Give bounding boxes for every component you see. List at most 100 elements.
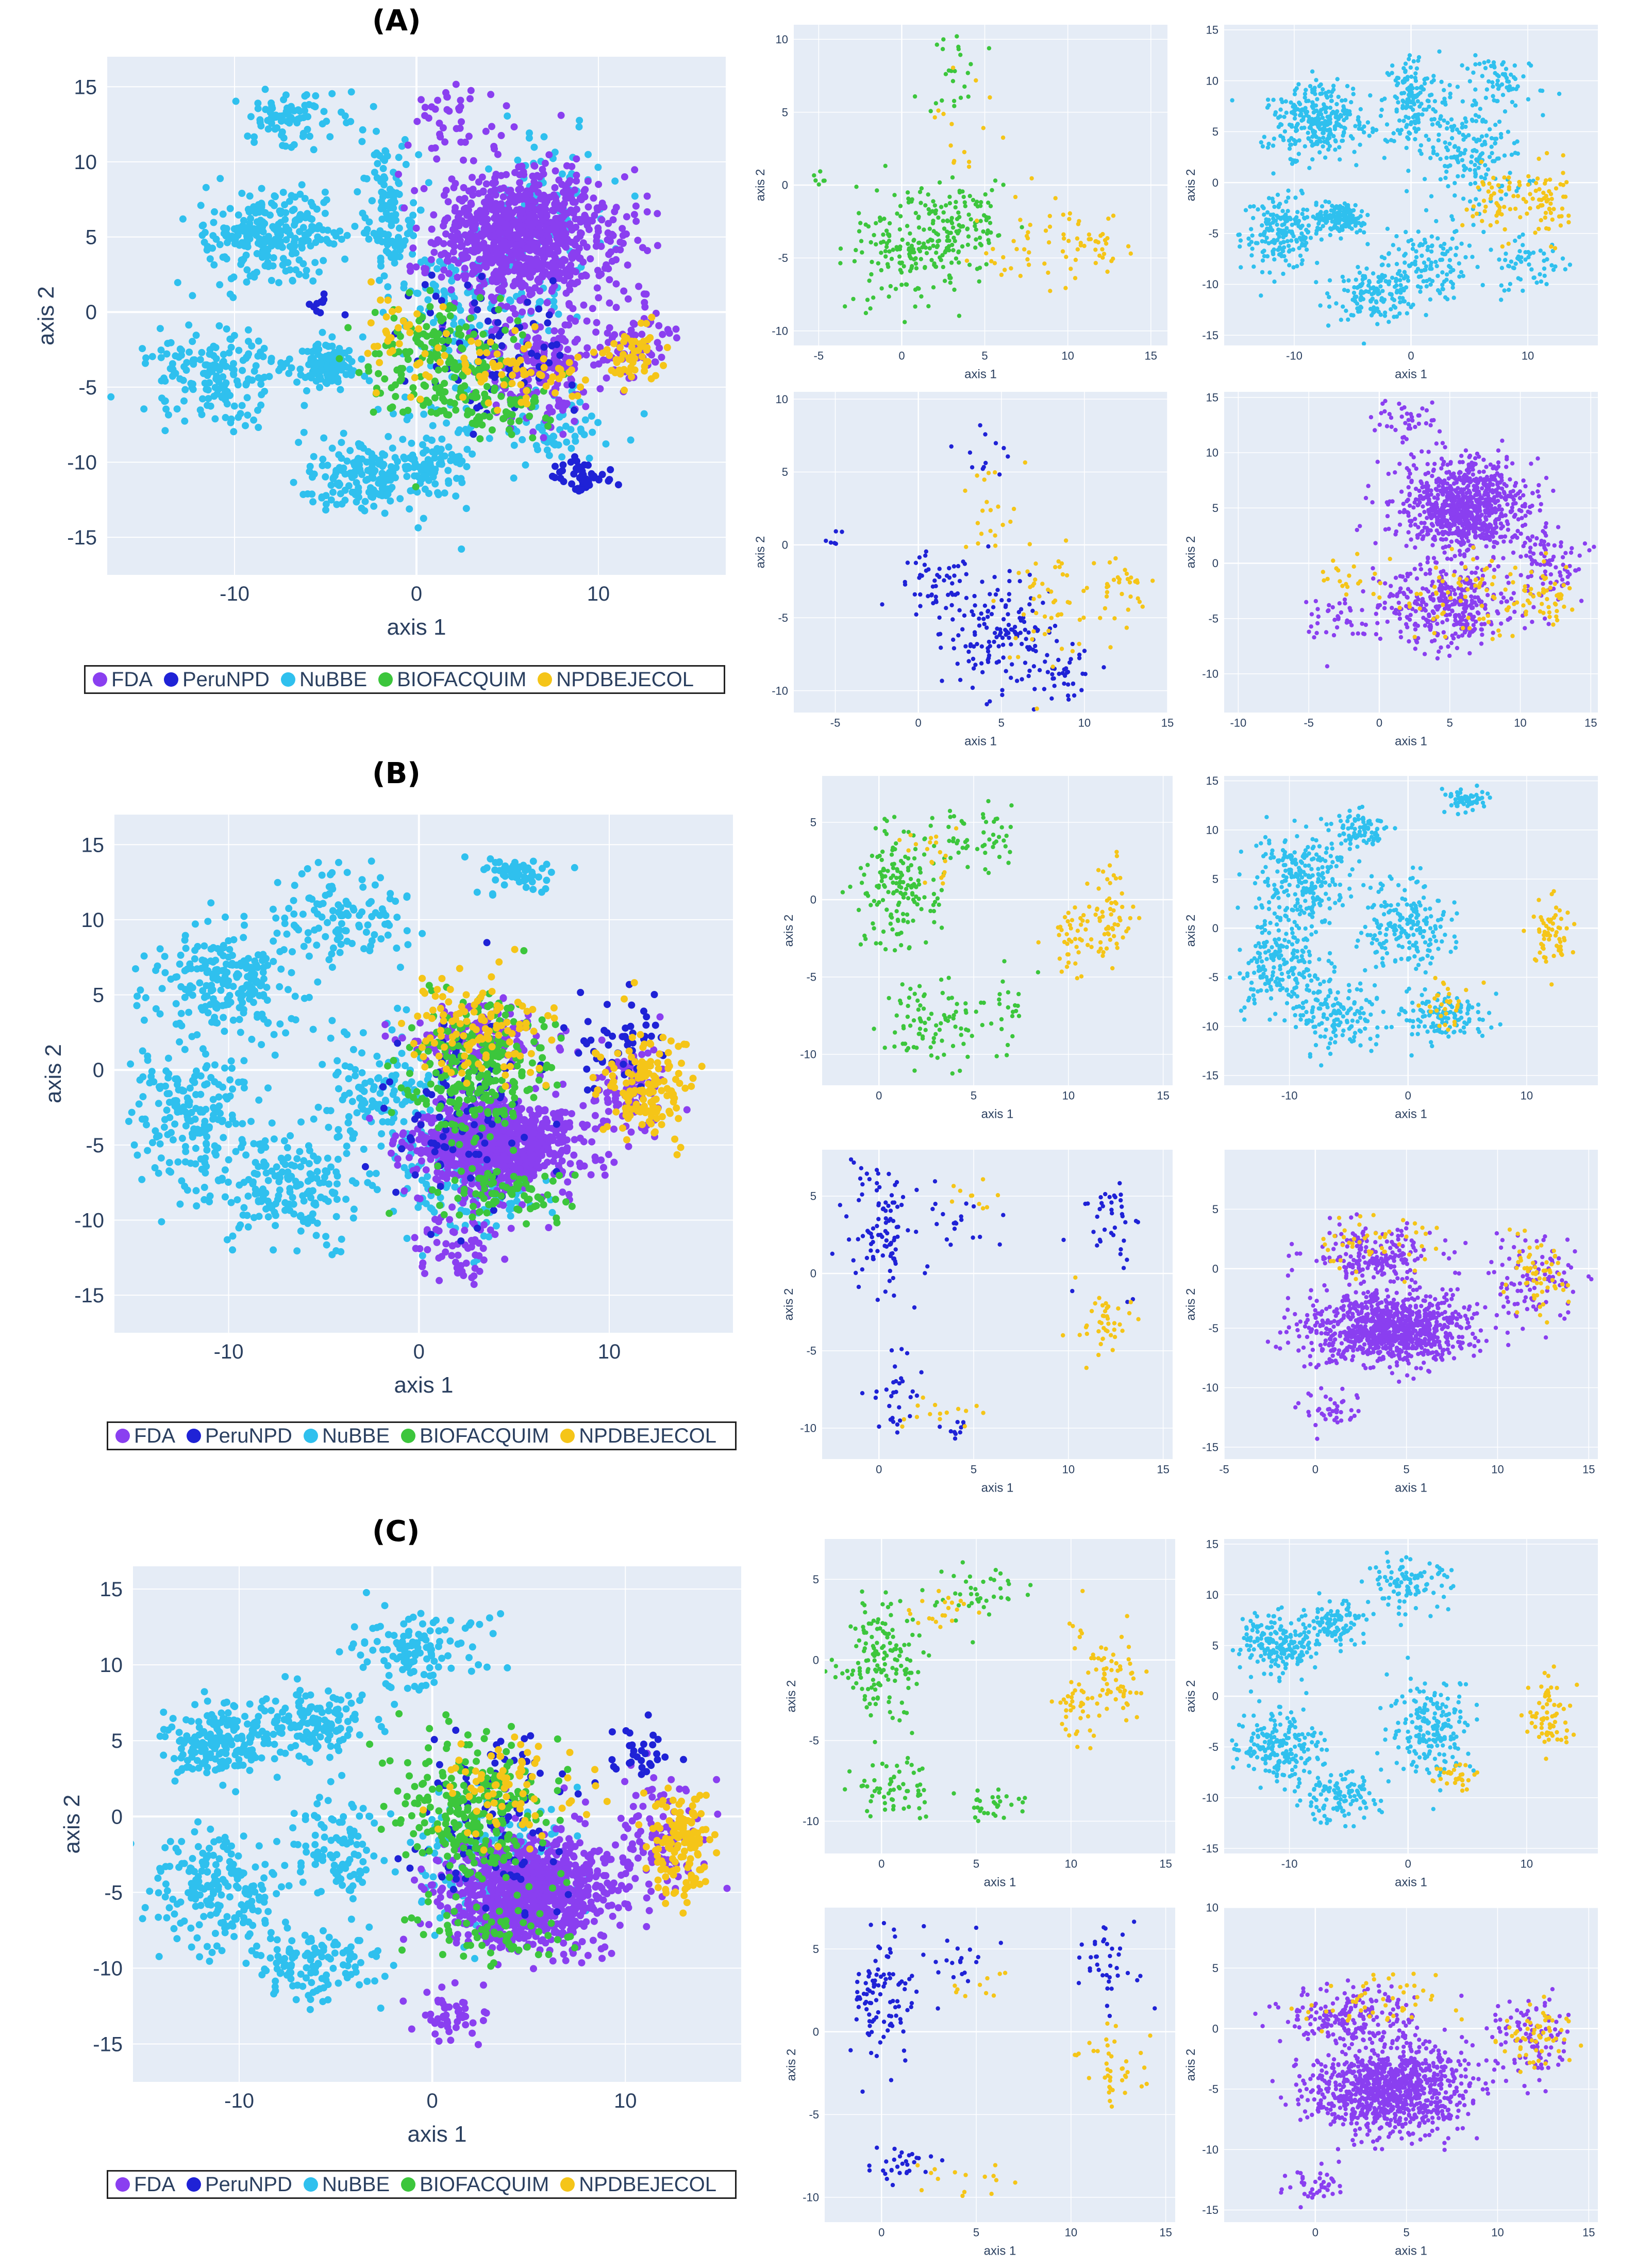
point-perunpd — [498, 342, 506, 350]
point-nubbe — [1280, 209, 1285, 213]
point-nubbe — [258, 185, 265, 192]
point-nubbe — [1504, 76, 1509, 80]
point-nubbe — [1483, 65, 1488, 71]
point-nubbe — [411, 459, 419, 467]
point-biofacquim — [956, 210, 961, 215]
point-npdbejecol — [1488, 196, 1493, 201]
point-fda — [616, 238, 624, 246]
point-nubbe — [420, 410, 428, 418]
point-npdbejecol — [1491, 175, 1496, 180]
point-nubbe — [1444, 169, 1449, 174]
point-nubbe — [1387, 73, 1391, 77]
point-nubbe — [1420, 112, 1425, 117]
point-nubbe — [1359, 127, 1364, 131]
point-nubbe — [243, 394, 251, 402]
point-nubbe — [1437, 133, 1441, 137]
point-biofacquim — [392, 393, 399, 400]
point-nubbe — [1532, 275, 1537, 280]
point-nubbe — [257, 401, 265, 409]
point-nubbe — [1502, 153, 1507, 158]
point-biofacquim — [947, 194, 952, 199]
point-nubbe — [1402, 299, 1407, 304]
point-npdbejecol — [508, 379, 516, 387]
point-npdbejecol — [1061, 236, 1066, 241]
point-nubbe — [358, 455, 366, 463]
point-fda — [623, 213, 630, 221]
point-biofacquim — [884, 244, 889, 250]
point-nubbe — [423, 465, 430, 473]
point-nubbe — [1473, 87, 1478, 92]
point-nubbe — [1460, 158, 1465, 162]
point-nubbe — [1338, 208, 1342, 213]
point-nubbe — [1465, 67, 1470, 71]
point-fda — [507, 187, 514, 194]
point-nubbe — [1428, 156, 1433, 160]
point-biofacquim — [940, 47, 945, 52]
point-nubbe — [1295, 210, 1300, 214]
point-biofacquim — [912, 238, 916, 242]
point-nubbe — [1504, 67, 1509, 71]
point-nubbe — [263, 253, 271, 260]
point-nubbe — [441, 452, 448, 460]
point-nubbe — [1329, 213, 1334, 218]
point-perunpd — [432, 292, 440, 300]
point-nubbe — [1429, 194, 1434, 198]
point-nubbe — [346, 470, 354, 478]
point-biofacquim — [960, 189, 965, 194]
point-fda — [503, 102, 510, 110]
point-nubbe — [324, 461, 331, 469]
point-nubbe — [1408, 122, 1413, 127]
y-tick-label: 15 — [74, 76, 97, 98]
point-fda — [551, 254, 559, 261]
point-nubbe — [279, 189, 287, 196]
point-fda — [503, 171, 510, 178]
point-npdbejecol — [376, 359, 383, 367]
point-nubbe — [1461, 133, 1465, 137]
point-nubbe — [1504, 192, 1508, 197]
point-fda — [505, 268, 512, 275]
point-npdbejecol — [610, 340, 618, 347]
point-nubbe — [296, 114, 304, 122]
point-nubbe — [282, 267, 290, 275]
point-nubbe — [1278, 122, 1283, 127]
point-nubbe — [1276, 115, 1281, 120]
point-nubbe — [1310, 69, 1315, 74]
point-nubbe — [382, 247, 390, 255]
y-tick-label: 10 — [74, 151, 97, 174]
point-nubbe — [227, 343, 235, 351]
point-biofacquim — [963, 204, 968, 208]
point-npdbejecol — [441, 352, 448, 359]
point-fda — [492, 171, 500, 178]
point-perunpd — [580, 461, 588, 469]
point-fda — [543, 231, 551, 239]
point-biofacquim — [506, 426, 513, 434]
point-npdbejecol — [1533, 188, 1538, 193]
point-nubbe — [414, 524, 422, 532]
point-fda — [445, 107, 453, 115]
point-fda — [658, 354, 665, 361]
point-nubbe — [1243, 208, 1248, 212]
point-nubbe — [1474, 101, 1478, 106]
point-nubbe — [1296, 152, 1301, 156]
point-nubbe — [1299, 261, 1304, 267]
point-nubbe — [1384, 122, 1390, 127]
y-tick-label: -5 — [78, 376, 97, 399]
point-perunpd — [540, 343, 548, 351]
point-nubbe — [1314, 203, 1318, 207]
point-nubbe — [230, 273, 238, 281]
point-npdbejecol — [406, 329, 414, 337]
point-nubbe — [1335, 115, 1340, 121]
point-nubbe — [1284, 110, 1289, 115]
point-fda — [557, 335, 564, 343]
point-nubbe — [289, 207, 296, 214]
point-fda — [444, 198, 452, 206]
point-biofacquim — [879, 286, 884, 291]
point-perunpd — [552, 462, 559, 470]
point-npdbejecol — [1464, 207, 1469, 212]
point-nubbe — [1404, 189, 1409, 193]
point-perunpd — [556, 352, 564, 359]
point-nubbe — [448, 277, 456, 285]
point-nubbe — [369, 474, 377, 482]
point-fda — [540, 434, 547, 441]
point-fda — [554, 245, 561, 253]
